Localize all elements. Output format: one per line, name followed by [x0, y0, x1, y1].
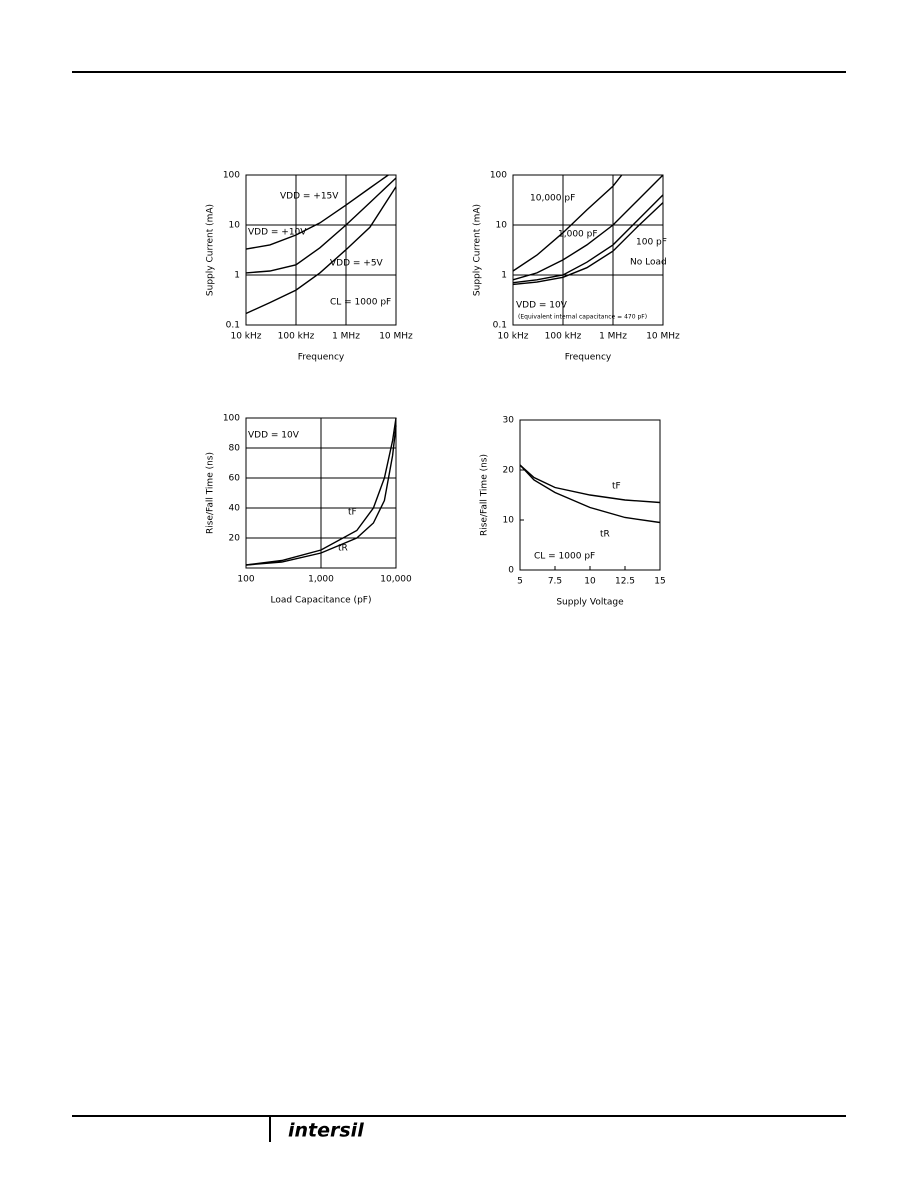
x-tick-label: 1,000 — [308, 575, 334, 585]
x-tick-label: 5 — [517, 577, 523, 587]
x-tick-label: 12.5 — [615, 577, 635, 587]
chart: 5 7.5 10 12.5 15 0 10 20 30 Supply Voltage Rise/Fa… — [480, 416, 666, 608]
curve — [519, 464, 661, 524]
x-tick-label: 10 kHz — [497, 332, 528, 342]
x-tick-label: 100 kHz — [545, 332, 582, 342]
annotation: VDD = 10V — [248, 431, 300, 441]
x-tick-label: 100 kHz — [278, 332, 315, 342]
y-tick-label: 60 — [229, 474, 241, 484]
annotation: 1,000 pF — [558, 230, 598, 240]
x-axis-label: Supply Voltage — [556, 598, 624, 608]
curve — [512, 174, 623, 272]
annotation: (Equivalent internal capacitance = 470 p… — [518, 314, 647, 321]
y-tick-label: 100 — [490, 171, 507, 181]
x-tick-label: 10 MHz — [379, 332, 413, 342]
x-axis-label: Load Capacitance (pF) — [271, 596, 372, 606]
annotation: VDD = 10V — [516, 301, 568, 311]
y-axis-label: Supply Current (mA) — [473, 204, 483, 296]
y-tick-label: 1 — [234, 271, 240, 281]
curve — [245, 417, 397, 566]
annotation: VDD = +15V — [280, 192, 339, 202]
y-tick-label: 100 — [223, 171, 240, 181]
y-tick-label: 20 — [503, 466, 515, 476]
curve — [512, 194, 664, 284]
y-axis-label: Rise/Fall Time (ns) — [480, 454, 490, 536]
annotation: 100 pF — [636, 238, 667, 248]
annotation: tF — [348, 508, 357, 518]
x-axis-label: Frequency — [298, 353, 345, 363]
y-tick-label: 10 — [496, 221, 508, 231]
annotation: No Load — [630, 258, 667, 268]
annotation: VDD = +5V — [330, 259, 384, 269]
annotation: CL = 1000 pF — [330, 298, 391, 308]
curve — [245, 174, 389, 250]
chart: 100 1,000 10,000 20 40 60 80 100 Load Capacitanc… — [206, 414, 413, 606]
y-tick-label: 0 — [508, 566, 514, 576]
curve — [245, 186, 397, 315]
y-tick-label: 20 — [229, 534, 241, 544]
x-tick-label: 10 kHz — [230, 332, 261, 342]
y-tick-label: 1 — [501, 271, 507, 281]
annotation: CL = 1000 pF — [534, 552, 595, 562]
y-tick-label: 30 — [503, 416, 515, 426]
curve — [245, 425, 397, 566]
annotation: tR — [338, 544, 348, 554]
x-tick-label: 1 MHz — [332, 332, 360, 342]
x-tick-label: 7.5 — [548, 577, 562, 587]
annotation: tR — [600, 530, 610, 540]
annotation: tF — [612, 482, 621, 492]
x-tick-label: 10 MHz — [646, 332, 680, 342]
x-tick-label: 10 — [584, 577, 596, 587]
y-tick-label: 40 — [229, 504, 241, 514]
curve — [519, 464, 661, 504]
curve — [512, 174, 664, 281]
y-tick-label: 80 — [229, 444, 241, 454]
curve — [512, 202, 664, 286]
y-tick-label: 0.1 — [226, 321, 240, 331]
x-axis-label: Frequency — [565, 353, 612, 363]
y-tick-label: 10 — [503, 516, 515, 526]
y-tick-label: 10 — [229, 221, 241, 231]
logo: intersil — [288, 1120, 364, 1142]
y-tick-label: 100 — [223, 414, 240, 424]
y-tick-label: 0.1 — [493, 321, 507, 331]
y-axis-label: Rise/Fall Time (ns) — [206, 452, 216, 534]
x-tick-label: 15 — [654, 577, 665, 587]
chart: 10 kHz 100 kHz 1 MHz 10 MHz 0.1 1 10 100 Frequen… — [473, 171, 681, 363]
curve — [245, 177, 397, 274]
annotation: 10,000 pF — [530, 194, 575, 204]
x-tick-label: 1 MHz — [599, 332, 627, 342]
y-axis-label: Supply Current (mA) — [206, 204, 216, 296]
x-tick-label: 100 — [237, 575, 254, 585]
annotation: VDD = +10V — [248, 228, 307, 238]
chart: 10 kHz 100 kHz 1 MHz 10 MHz 0.1 1 10 100 Frequen… — [206, 171, 414, 363]
x-tick-label: 10,000 — [380, 575, 412, 585]
